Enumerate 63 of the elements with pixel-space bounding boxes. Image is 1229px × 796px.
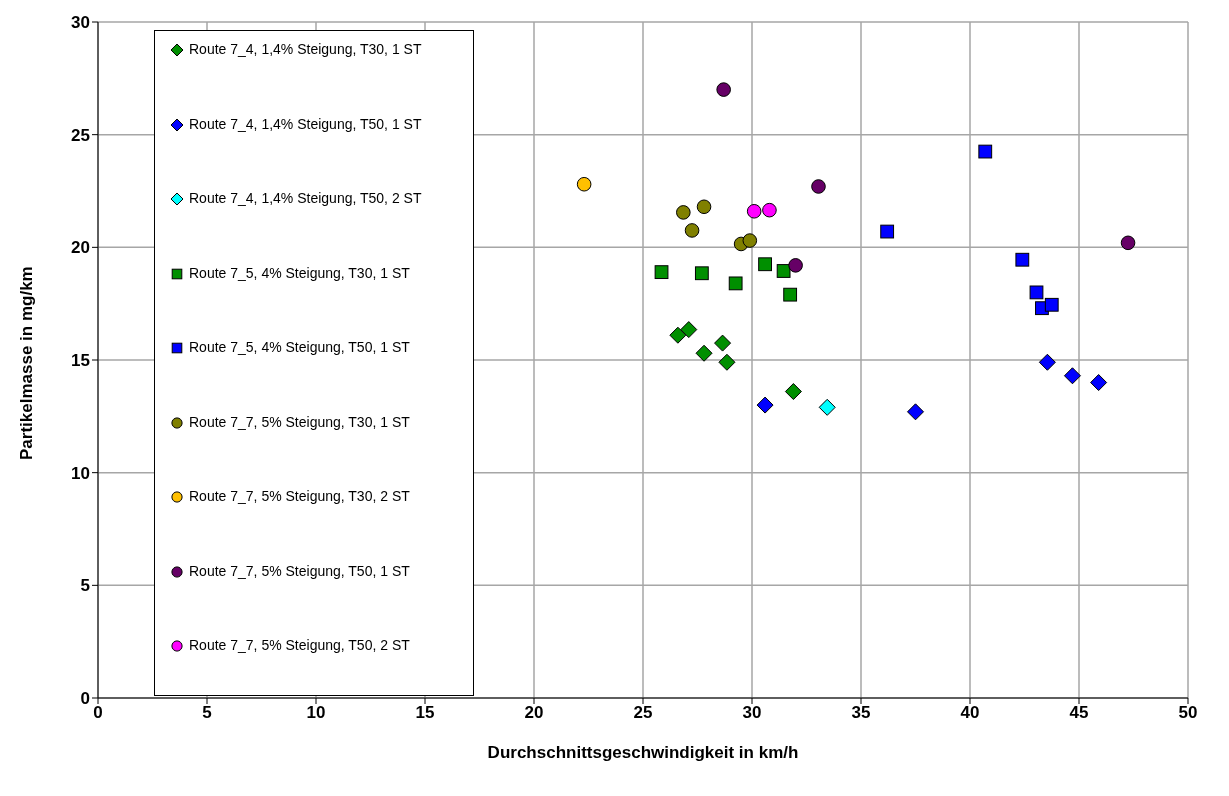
legend-label: Route 7_5, 4% Steigung, T50, 1 ST [189,339,410,355]
x-tick-label: 0 [93,703,103,723]
x-tick-label: 30 [742,703,762,723]
point [718,353,736,371]
x-axis-title: Durchschnittsgeschwindigkeit in km/h [487,743,799,762]
point [880,224,895,239]
point [1120,235,1136,251]
legend-label: Route 7_7, 5% Steigung, T30, 2 ST [189,488,410,504]
point [576,176,592,192]
x-tick-label: 20 [524,703,544,723]
point [696,199,712,215]
point [784,383,802,401]
y-tick-label: 5 [80,576,90,596]
point [654,265,669,280]
x-tick-label: 15 [415,703,435,723]
point [676,205,691,220]
point [1038,353,1056,371]
x-tick-label: 25 [633,703,653,723]
point [694,266,709,281]
x-tick-label: 45 [1069,703,1089,723]
point [758,257,772,272]
y-tick-label: 20 [71,238,90,258]
legend-label: Route 7_7, 5% Steigung, T30, 1 ST [189,413,410,430]
point [1063,367,1081,385]
point [811,179,826,194]
point [1029,285,1044,300]
x-tick-label: 50 [1178,703,1198,723]
y-tick-label: 15 [71,351,90,371]
point [1015,252,1030,267]
point [716,82,731,97]
x-tick-label: 40 [960,703,980,723]
point [742,233,758,248]
y-tick-label: 10 [71,463,90,483]
y-tick-label: 0 [80,689,90,709]
point [695,344,713,362]
point [907,403,924,421]
point [684,223,700,238]
point [1044,297,1059,312]
legend-label: Route 7_4, 1,4% Steigung, T50, 1 ST [189,115,422,132]
point [978,144,993,159]
point [728,276,743,291]
y-tick-label: 25 [71,125,90,145]
legend-label: Route 7_4, 1,4% Steigung, T50, 2 ST [189,190,422,206]
legend-label: Route 7_4, 1,4% Steigung, T30, 1 ST [189,41,422,57]
point [818,398,836,416]
x-tick-label: 10 [306,703,326,723]
point [1090,374,1108,392]
point [756,396,774,414]
y-axis-title: Partikelmasse in mg/km [17,266,37,460]
x-tick-label: 35 [851,703,871,723]
point [714,334,732,352]
point [669,326,687,344]
point [783,287,798,302]
legend-label: Route 7_7, 5% Steigung, T50, 1 ST [189,562,410,579]
point [680,321,698,339]
point [746,203,762,219]
legend-label: Route 7_7, 5% Steigung, T50, 2 ST [189,637,410,653]
y-tick-label: 30 [71,13,90,33]
point [762,202,777,218]
point [788,258,803,273]
x-tick-label: 5 [202,703,212,723]
legend-label: Route 7_5, 4% Steigung, T30, 1 ST [189,264,410,281]
point [776,264,791,278]
